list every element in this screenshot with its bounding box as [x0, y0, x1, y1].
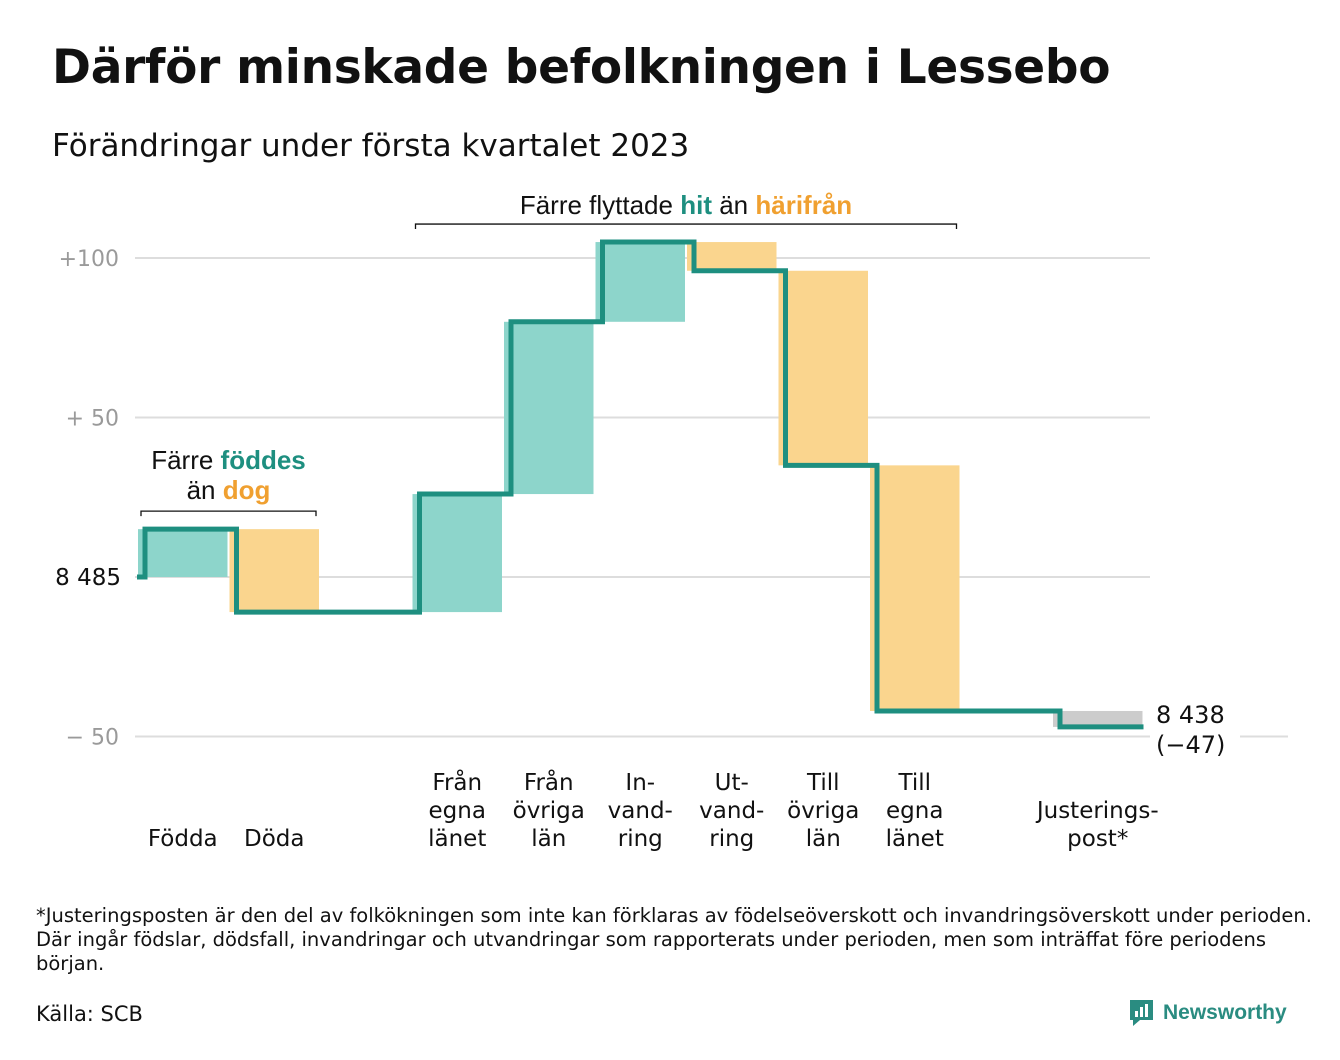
annotation-bracket [140, 510, 317, 517]
start-value-label: 8 485 [55, 565, 121, 591]
waterfall-bar [412, 494, 502, 613]
annotation-label: Färre föddes [151, 445, 306, 475]
waterfall-chart: +100 + 50 − 50 8 485 8 438(−47) Födda Döda Från… [55, 190, 1288, 852]
annotation-text-part: föddes [221, 445, 306, 475]
category-label: vand- [699, 798, 764, 824]
category-label: Från [524, 768, 574, 796]
category-label: länet [886, 826, 944, 852]
chart-subtitle: Förändringar under första kvartalet 2023 [52, 128, 690, 164]
category-label: länet [428, 826, 486, 852]
annotation-text-part: än [187, 475, 223, 505]
category-label: län [806, 826, 841, 852]
annotation-text-part: än [712, 190, 755, 220]
waterfall-bar [138, 529, 228, 577]
y-tick-label: + 50 [66, 407, 119, 432]
newsworthy-logo-icon [1130, 1000, 1153, 1026]
brand-name: Newsworthy [1163, 1001, 1287, 1024]
waterfall-bar [1053, 710, 1143, 727]
annotation-text-part: Färre flyttade [520, 190, 680, 220]
end-change-label: (−47) [1156, 731, 1225, 759]
category-label: län [531, 826, 566, 852]
category-label: post* [1067, 826, 1128, 852]
waterfall-bar [595, 242, 685, 322]
category-label: Till [897, 770, 931, 796]
annotation-label: Färre flyttade hit än härifrån [520, 190, 852, 220]
end-value-label: 8 438 [1156, 701, 1225, 729]
waterfall-bar [778, 270, 868, 466]
annotation-text-part: dog [223, 475, 271, 505]
annotation-bracket [414, 223, 958, 230]
annotation-text-part: Färre [151, 445, 220, 475]
category-label: egna [429, 798, 486, 824]
category-label: ring [618, 826, 663, 852]
category-label: Döda [244, 826, 304, 852]
y-tick-label: +100 [59, 247, 119, 272]
category-label: egna [886, 798, 943, 824]
category-label: In- [625, 770, 655, 796]
category-label: Justerings- [1035, 798, 1159, 824]
footnote: *Justeringsposten är den del av folkökni… [36, 904, 1312, 975]
category-label: övriga [787, 798, 859, 824]
category-label: ring [709, 826, 754, 852]
waterfall-step-line [137, 239, 1144, 730]
waterfall-bar [229, 529, 319, 613]
brand-logo: Newsworthy [1128, 998, 1287, 1028]
waterfall-bar [504, 321, 594, 495]
source-note: Källa: SCB [36, 1002, 143, 1026]
annotation-label: än dog [187, 475, 271, 505]
waterfall-bar [687, 242, 777, 271]
category-label: Ut- [715, 770, 749, 796]
chart-title: Därför minskade befolkningen i Lessebo [52, 40, 1111, 95]
category-label: Födda [148, 826, 218, 852]
waterfall-bar [870, 465, 960, 711]
category-label: Från [432, 768, 482, 796]
category-label: vand- [608, 798, 673, 824]
annotation-text-part: härifrån [755, 190, 852, 220]
annotation-text-part: hit [680, 190, 712, 220]
category-label: övriga [513, 798, 585, 824]
y-tick-label: − 50 [66, 726, 119, 751]
category-label: Till [806, 770, 840, 796]
